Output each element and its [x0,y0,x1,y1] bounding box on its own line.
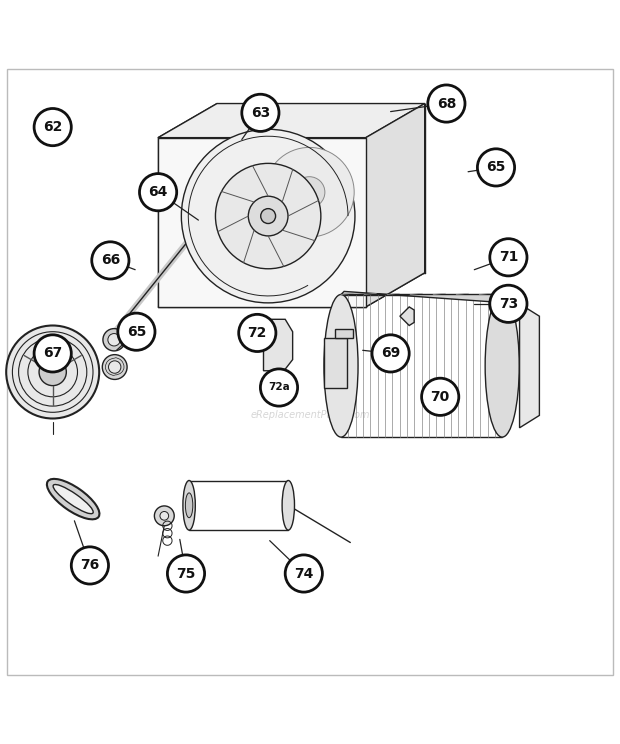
Circle shape [102,355,127,379]
Polygon shape [520,304,539,428]
Circle shape [108,333,120,346]
Polygon shape [158,103,425,138]
Circle shape [216,164,321,269]
Circle shape [285,555,322,592]
Circle shape [103,329,125,351]
Circle shape [181,129,355,303]
Text: 63: 63 [250,106,270,120]
Text: 69: 69 [381,347,401,360]
Text: 68: 68 [436,97,456,111]
Polygon shape [264,319,293,371]
Polygon shape [268,371,288,383]
Polygon shape [341,292,520,304]
Text: 65: 65 [126,324,146,339]
Circle shape [428,85,465,122]
Circle shape [108,361,121,373]
Text: 75: 75 [176,566,196,580]
Circle shape [6,326,99,418]
Text: 76: 76 [80,559,100,572]
Circle shape [34,335,71,372]
Text: eReplacementParts.com: eReplacementParts.com [250,411,370,420]
Text: 73: 73 [498,297,518,311]
Circle shape [422,378,459,415]
Circle shape [92,242,129,279]
Circle shape [34,109,71,146]
Ellipse shape [324,295,358,437]
Circle shape [260,369,298,406]
Circle shape [39,359,66,385]
Ellipse shape [282,481,294,530]
Polygon shape [158,138,366,307]
Circle shape [118,313,155,350]
Circle shape [372,335,409,372]
Ellipse shape [53,484,93,513]
Text: 62: 62 [43,120,63,134]
Text: 67: 67 [43,347,63,360]
Text: 64: 64 [148,185,168,199]
Circle shape [242,94,279,132]
Circle shape [248,196,288,236]
Polygon shape [400,307,414,326]
Text: 66: 66 [100,254,120,267]
Ellipse shape [183,481,195,530]
Text: 71: 71 [498,250,518,264]
Text: 74: 74 [294,566,314,580]
Polygon shape [366,103,425,307]
Circle shape [490,285,527,322]
Circle shape [260,208,275,223]
Ellipse shape [47,479,99,519]
Circle shape [167,555,205,592]
Circle shape [71,547,108,584]
Polygon shape [335,329,353,338]
Circle shape [265,147,354,237]
Circle shape [294,177,325,208]
Text: 72: 72 [247,326,267,340]
Circle shape [477,149,515,186]
Text: 70: 70 [430,390,450,404]
Circle shape [154,506,174,526]
Circle shape [239,314,276,352]
Circle shape [160,512,169,520]
Ellipse shape [485,295,520,437]
Polygon shape [324,338,347,388]
Circle shape [140,173,177,211]
Text: 72a: 72a [268,382,290,393]
Text: 65: 65 [486,161,506,174]
Circle shape [490,239,527,276]
Ellipse shape [185,493,193,518]
